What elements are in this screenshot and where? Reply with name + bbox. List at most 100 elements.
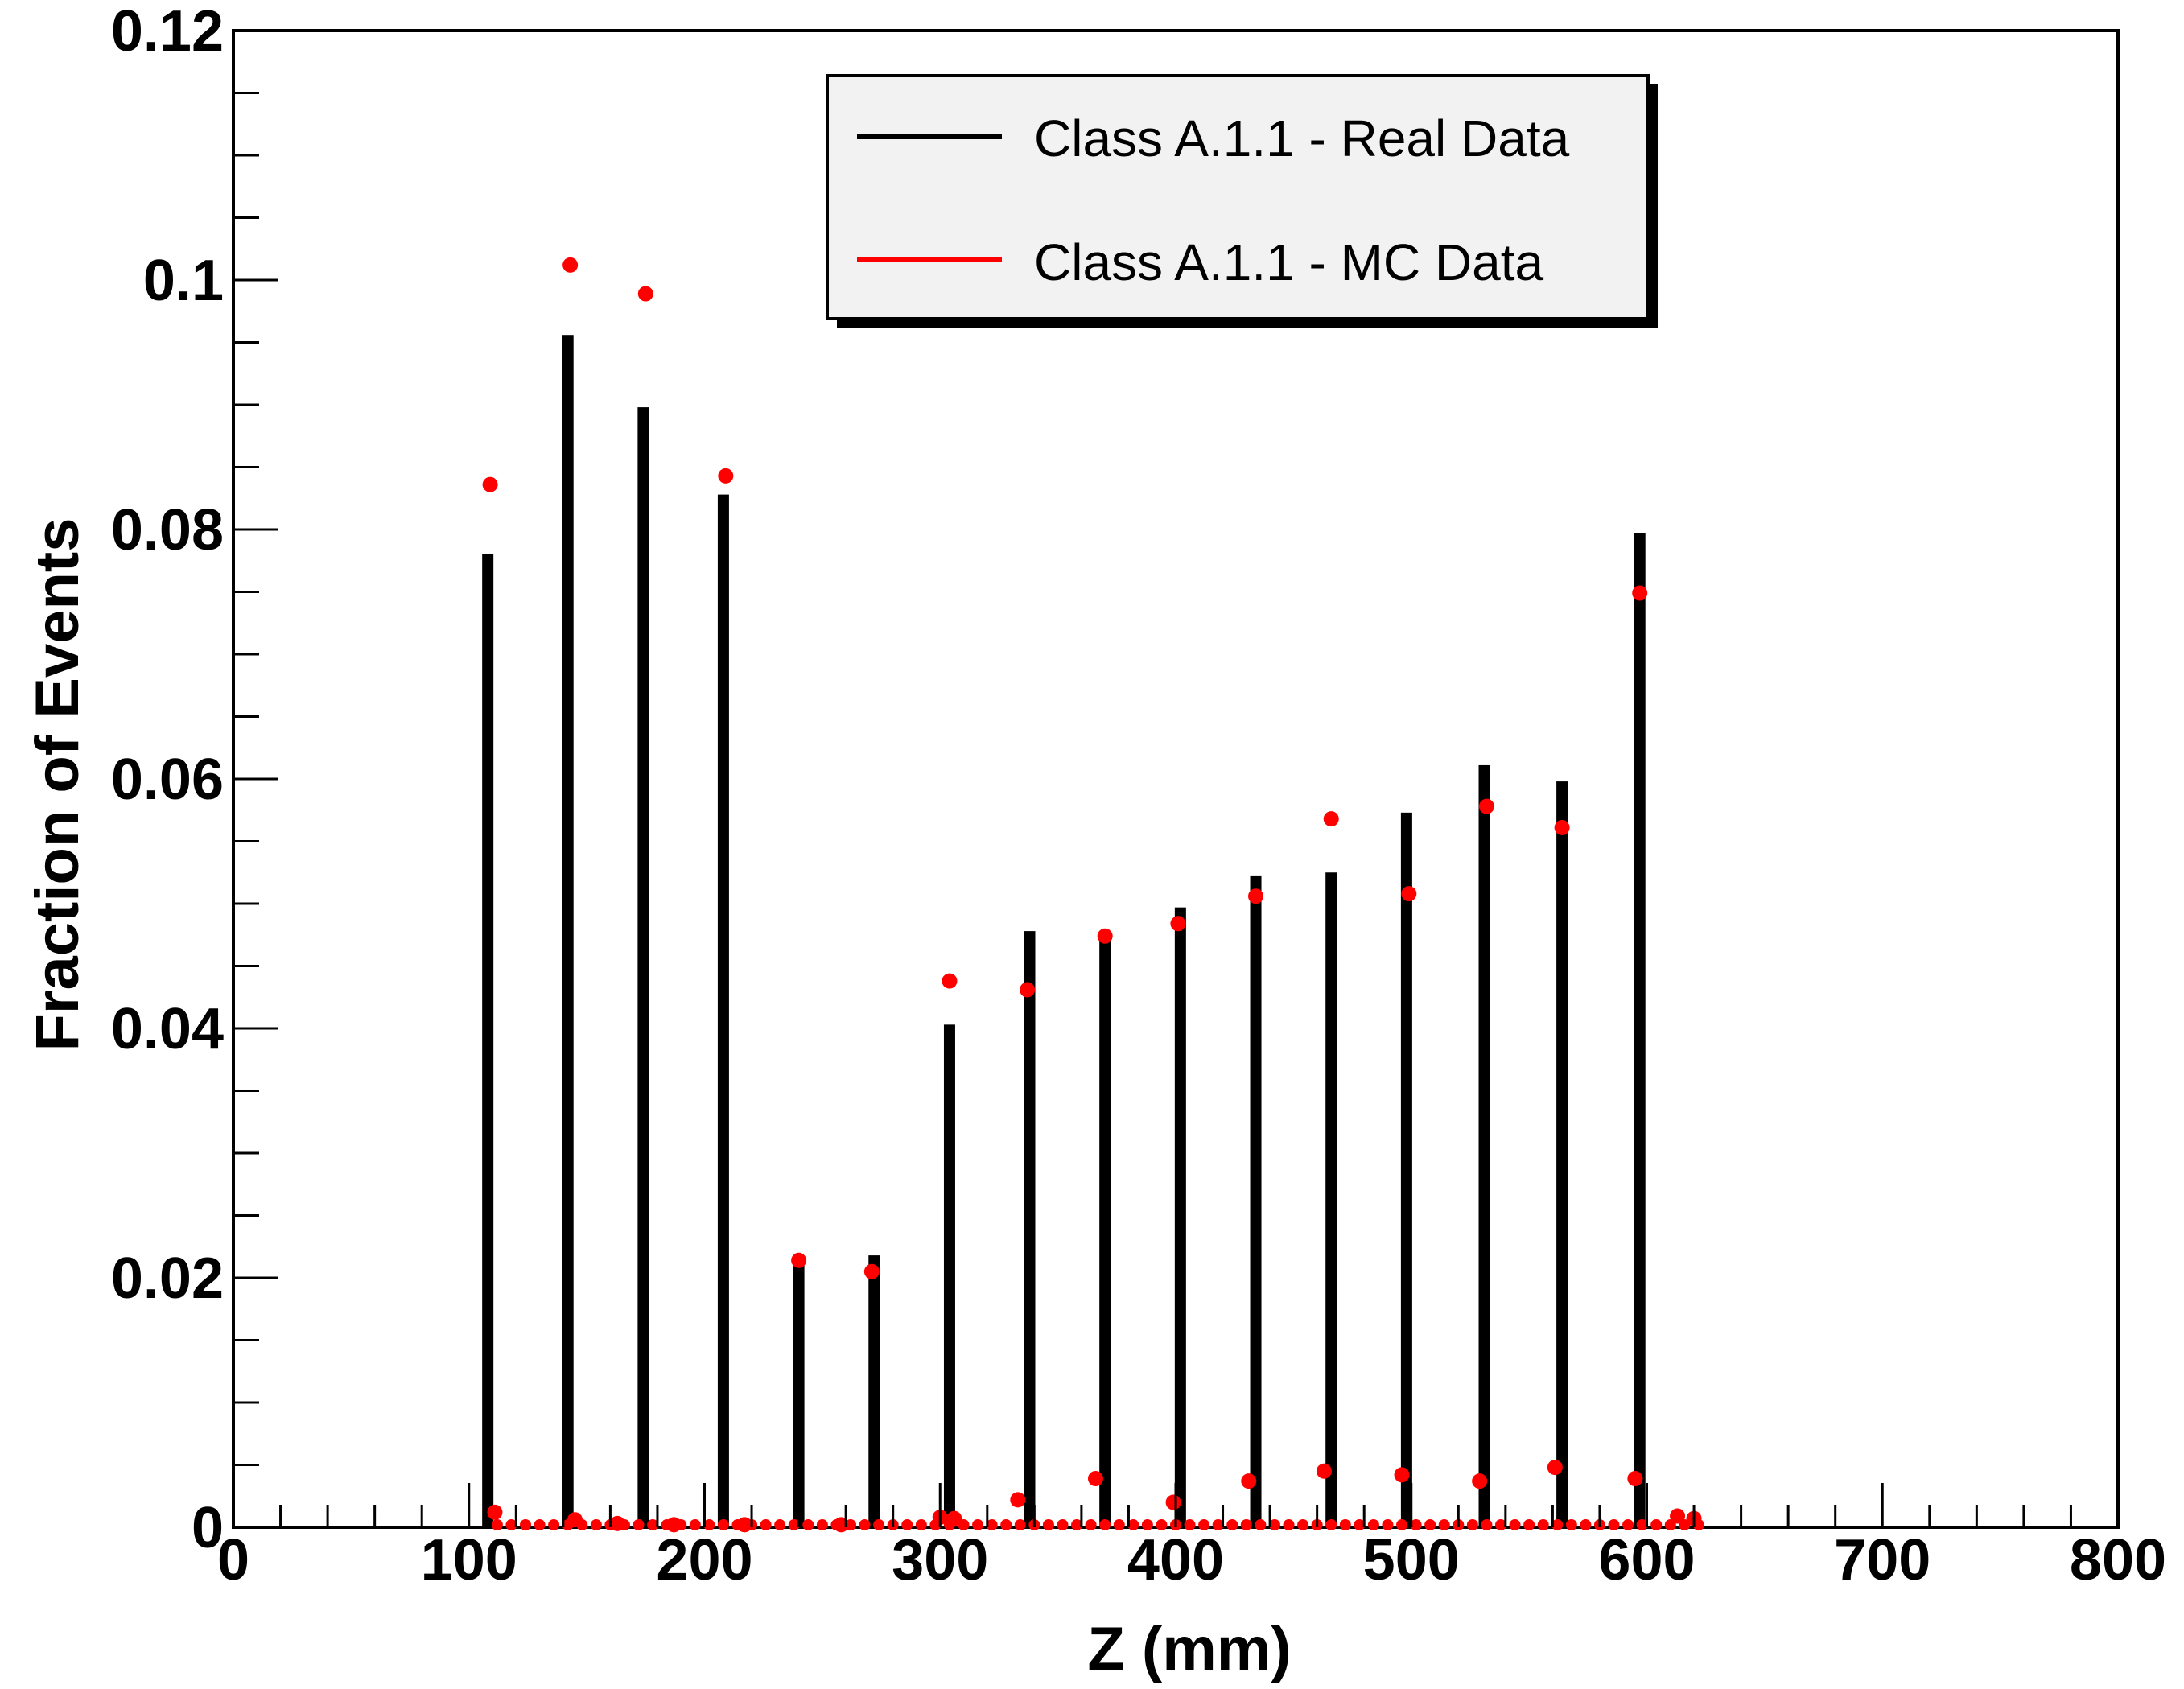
y-tick-label: 0.02	[111, 1246, 224, 1311]
mc-data-point	[1466, 1519, 1478, 1530]
mc-data-point	[1632, 585, 1648, 601]
mc-data-point	[661, 1519, 673, 1530]
mc-data-point	[1165, 1494, 1181, 1510]
real-data-bar	[482, 554, 494, 1527]
x-tick-label: 500	[1363, 1528, 1460, 1592]
mc-data-point	[1283, 1519, 1295, 1530]
mc-data-point	[1670, 1508, 1686, 1524]
mc-data-point	[929, 1519, 942, 1530]
x-axis-title: Z (mm)	[1087, 1615, 1291, 1683]
real-data-bar	[717, 494, 729, 1527]
mc-data-point	[491, 1519, 503, 1530]
mc-data-point	[1554, 819, 1570, 835]
real-data-bar	[943, 1024, 955, 1527]
mc-data-point	[534, 1519, 546, 1530]
mc-data-point	[633, 1519, 645, 1530]
y-axis-title: Fraction of Events	[23, 518, 92, 1052]
mc-data-point	[1679, 1519, 1691, 1530]
mc-data-point	[1042, 1519, 1054, 1530]
mc-data-point	[1057, 1519, 1069, 1530]
mc-data-point	[1354, 1519, 1366, 1530]
real-data-bar	[562, 335, 574, 1528]
mc-data-point	[1650, 1519, 1663, 1530]
x-tick-label: 400	[1127, 1528, 1224, 1592]
x-tick-label: 300	[892, 1528, 988, 1592]
mc-data-point	[590, 1519, 602, 1530]
mc-data-point	[1099, 1519, 1111, 1530]
mc-data-point	[1087, 1471, 1103, 1487]
mc-data-point	[618, 1519, 630, 1530]
mc-data-point	[576, 1519, 588, 1530]
y-tick-label: 0	[192, 1496, 224, 1560]
mc-data-point	[1000, 1519, 1012, 1530]
mc-data-point	[958, 1519, 970, 1530]
mc-data-point	[1212, 1519, 1224, 1530]
real-data-bar	[1634, 533, 1646, 1527]
y-tick-label: 0.06	[111, 748, 224, 812]
mc-data-point	[1537, 1519, 1549, 1530]
mc-data-point	[1438, 1519, 1450, 1530]
mc-data-point	[802, 1519, 814, 1530]
mc-data-point	[1323, 811, 1339, 827]
mc-data-point	[915, 1519, 927, 1530]
mc-data-point	[1226, 1519, 1238, 1530]
mc-data-point	[873, 1519, 885, 1530]
mc-data-point	[901, 1519, 913, 1530]
real-data-bar	[1099, 934, 1111, 1527]
mc-data-point	[1184, 1519, 1196, 1530]
real-data-bar	[868, 1255, 880, 1527]
x-tick-label: 800	[2070, 1528, 2166, 1592]
mc-data-point	[731, 1519, 744, 1530]
real-data-bar	[1174, 907, 1186, 1527]
mc-data-point	[1113, 1519, 1125, 1530]
mc-data-point	[1478, 798, 1494, 814]
y-tick-label: 0.08	[111, 498, 224, 562]
mc-data-point	[1523, 1519, 1535, 1530]
mc-data-point	[637, 286, 653, 302]
real-data-bar	[1556, 781, 1568, 1527]
mc-data-point	[505, 1519, 517, 1530]
mc-data-point	[1664, 1519, 1676, 1530]
mc-data-point	[1020, 982, 1036, 998]
mc-data-markers-layer	[482, 257, 1704, 1533]
mc-data-point	[1268, 1519, 1280, 1530]
real-data-bar	[1400, 812, 1412, 1527]
mc-data-point	[986, 1519, 998, 1530]
x-tick-label: 700	[1834, 1528, 1931, 1592]
mc-data-point	[675, 1519, 687, 1530]
mc-data-point	[703, 1519, 715, 1530]
mc-data-point	[816, 1519, 828, 1530]
mc-data-point	[1424, 1519, 1436, 1530]
mc-data-point	[1410, 1519, 1422, 1530]
y-tick-label: 0.04	[111, 997, 224, 1061]
legend-box	[826, 74, 1650, 320]
mc-data-point	[487, 1504, 503, 1520]
mc-data-point	[1097, 928, 1113, 944]
mc-data-point	[1297, 1519, 1309, 1530]
x-tick-label: 100	[421, 1528, 517, 1592]
mc-data-point	[1394, 1467, 1410, 1483]
mc-data-point	[1396, 1519, 1408, 1530]
mc-data-point	[1367, 1519, 1379, 1530]
mc-data-point	[1156, 1519, 1168, 1530]
mc-data-point	[1401, 886, 1417, 902]
mc-data-point	[1565, 1519, 1577, 1530]
mc-data-point	[788, 1519, 800, 1530]
mc-data-point	[1255, 1519, 1267, 1530]
mc-data-point	[1481, 1519, 1493, 1530]
mc-data-point	[1580, 1519, 1592, 1530]
mc-data-point	[1636, 1519, 1648, 1530]
x-tick-label: 600	[1598, 1528, 1695, 1592]
mc-data-point	[1547, 1460, 1563, 1476]
mc-data-point	[1622, 1519, 1634, 1530]
mc-data-point	[1085, 1519, 1097, 1530]
mc-data-point	[845, 1519, 857, 1530]
legend-label-mc-data: Class A.1.1 - MC Data	[1034, 233, 1544, 291]
real-data-bar	[1478, 764, 1490, 1527]
axis-ticks-layer: 0 100 200 300 400 500 600 700 800 0 0.02 0.04 0.06 0.…	[111, 0, 2166, 1592]
mc-data-point	[863, 1263, 880, 1279]
mc-data-point	[1509, 1519, 1521, 1530]
mc-data-point	[1198, 1519, 1210, 1530]
x-tick-label: 0	[217, 1528, 249, 1592]
